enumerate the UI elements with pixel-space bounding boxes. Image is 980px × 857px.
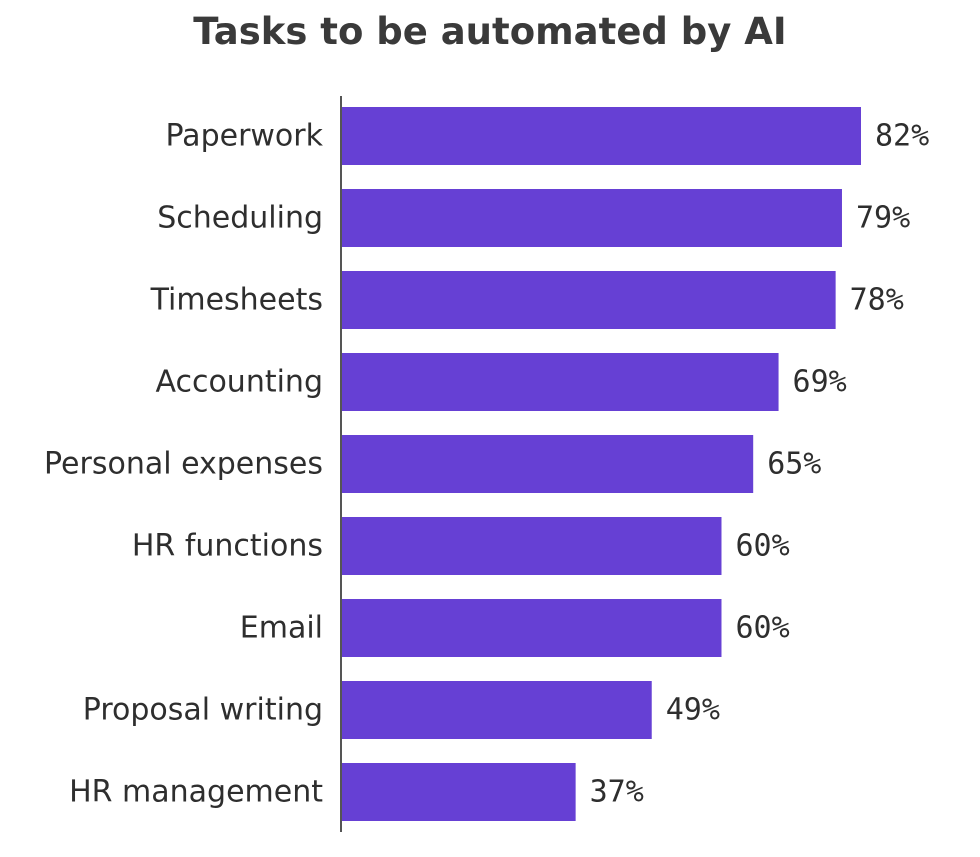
value-label: 49% [666,693,720,728]
category-label: Timesheets [150,283,323,318]
value-label: 69% [793,365,847,400]
value-label: 78% [850,283,904,318]
category-label: Paperwork [165,119,323,154]
category-label: Email [240,611,323,646]
value-label: 82% [875,119,929,154]
value-label: 79% [856,201,910,236]
value-label: 37% [590,775,644,810]
category-label: Proposal writing [83,693,323,728]
category-label: Personal expenses [44,447,323,482]
value-label: 60% [735,611,789,646]
value-label: 65% [767,447,821,482]
bar-hr-management [341,763,576,821]
bar-paperwork [341,107,861,165]
bar-accounting [341,353,779,411]
bar-personal-expenses [341,435,754,493]
bar-scheduling [341,189,842,247]
category-label: HR management [69,775,323,810]
category-label: HR functions [132,529,323,564]
bar-hr-functions [341,517,722,575]
value-label: 60% [735,529,789,564]
bar-email [341,599,722,657]
category-label: Scheduling [157,201,323,236]
category-labels: Paperwork Scheduling Timesheets Accounting P… [44,119,324,810]
bars-group [341,107,861,821]
bar-proposal-writing [341,681,652,739]
chart-title: Tasks to be automated by AI [193,10,787,53]
bar-timesheets [341,271,836,329]
value-labels: 82% 79% 78% 69% 65% 60% 60% 49% 37% [590,119,930,810]
category-label: Accounting [155,365,323,400]
